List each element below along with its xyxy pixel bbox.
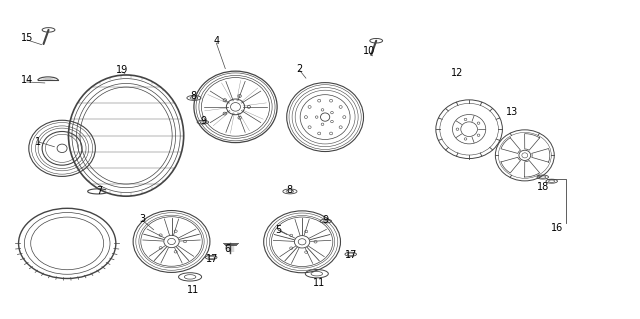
Text: 17: 17 xyxy=(344,250,357,260)
Text: 10: 10 xyxy=(363,46,376,56)
Text: 8: 8 xyxy=(190,91,196,101)
Text: 16: 16 xyxy=(550,223,563,233)
Text: 3: 3 xyxy=(139,213,145,224)
Text: 11: 11 xyxy=(312,278,325,288)
Text: 15: 15 xyxy=(20,33,33,43)
Text: 18: 18 xyxy=(536,182,549,192)
Text: 11: 11 xyxy=(187,285,200,295)
Text: 8: 8 xyxy=(286,185,292,195)
Text: 9: 9 xyxy=(200,116,207,126)
Text: 6: 6 xyxy=(224,244,230,254)
Text: 12: 12 xyxy=(451,68,464,78)
Text: 9: 9 xyxy=(322,215,328,225)
Text: 1: 1 xyxy=(35,137,42,147)
Text: 2: 2 xyxy=(296,63,303,74)
Text: 4: 4 xyxy=(213,36,220,47)
Text: 14: 14 xyxy=(20,75,33,85)
Text: 5: 5 xyxy=(275,225,282,235)
Text: 19: 19 xyxy=(115,65,128,75)
Text: 7: 7 xyxy=(96,186,102,197)
Text: 17: 17 xyxy=(206,254,219,264)
Text: 13: 13 xyxy=(506,107,518,117)
